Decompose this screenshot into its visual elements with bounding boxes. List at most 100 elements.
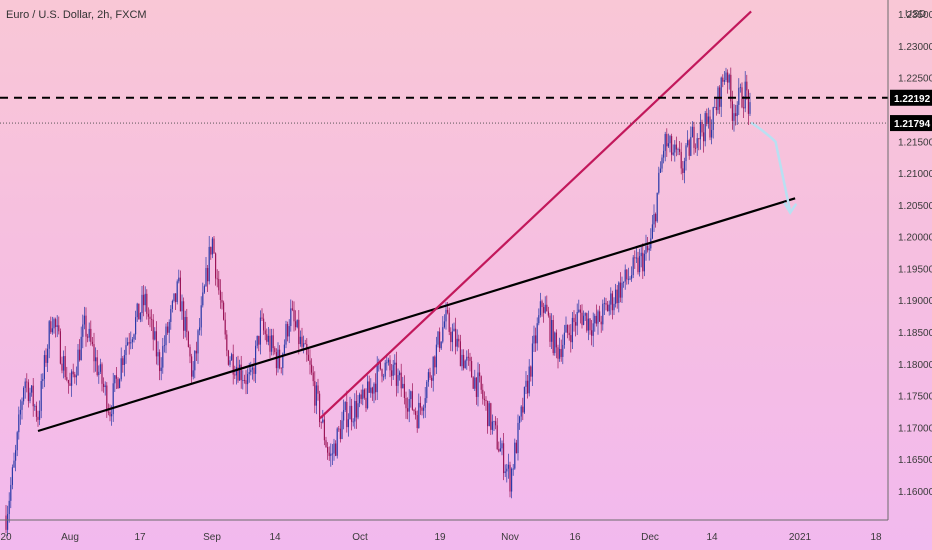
candle-body (533, 335, 535, 344)
candle-body (330, 453, 332, 456)
candle-body (5, 515, 7, 530)
candle-body (448, 312, 450, 332)
candle-body (624, 269, 626, 282)
candle-body (59, 331, 61, 364)
candle-body (253, 367, 255, 374)
candle-body (47, 348, 49, 363)
candle-body (586, 313, 588, 331)
candle-body (599, 311, 601, 322)
candle-body (618, 282, 620, 303)
candle-body (293, 309, 295, 322)
candle-body (690, 136, 692, 156)
candle-body (167, 326, 169, 333)
support-trendline[interactable] (37, 197, 796, 433)
candle-body (592, 323, 594, 336)
candle-body (208, 246, 210, 282)
candle-body (557, 347, 559, 359)
candle-body (467, 356, 469, 358)
candle-body (530, 366, 532, 377)
candle-body (695, 147, 697, 149)
currency-label[interactable]: USD (905, 9, 926, 20)
candle-body (445, 309, 447, 322)
candle-body (482, 389, 484, 399)
candle-body (21, 401, 23, 410)
y-tick-label: 1.16500 (898, 455, 932, 466)
candle-body (171, 301, 173, 309)
candle-body (287, 324, 289, 337)
candle-body (432, 356, 434, 381)
candle-body (186, 316, 188, 332)
y-tick-label: 1.20000 (898, 233, 932, 244)
candle-body (711, 129, 713, 138)
candle-body (234, 374, 236, 376)
candle-body (461, 354, 463, 367)
x-tick-label: Nov (501, 532, 519, 543)
candle-body (429, 372, 431, 378)
candle-body (463, 354, 465, 369)
candle-body (379, 361, 381, 370)
candle-body (303, 343, 305, 347)
candle-body (42, 379, 44, 381)
candle-body (199, 327, 201, 331)
x-axis[interactable]: 20 Aug 17 Sep 14 Oct 19 Nov 16 Dec 14 2021 18 (0, 519, 888, 543)
candle-body (571, 317, 573, 343)
candle-body (387, 359, 389, 363)
candle-body (272, 335, 274, 349)
candle-body (314, 381, 316, 406)
candle-body (7, 514, 9, 530)
candle-body (360, 394, 362, 399)
candle-body (663, 150, 665, 158)
candle-body (194, 350, 196, 371)
candle-body (322, 419, 324, 423)
candle-body (411, 391, 413, 410)
candle-body (658, 172, 660, 193)
y-tick-label: 1.17000 (898, 423, 932, 434)
y-tick-label: 1.23500 (898, 10, 932, 21)
candle-body (138, 303, 140, 320)
candle-body (421, 407, 423, 411)
candle-body (159, 352, 161, 372)
candle-body (37, 416, 39, 420)
candle-body (725, 72, 727, 81)
candle-body (535, 335, 537, 344)
candle-body (43, 355, 45, 380)
y-axis[interactable]: 1.23500 1.23000 1.22500 1.21500 1.21000 1.205… (887, 0, 932, 520)
candle-body (543, 307, 545, 313)
candle-body (643, 253, 645, 272)
candle-body (147, 313, 149, 317)
candle-body (747, 90, 749, 114)
candle-body (491, 421, 493, 430)
candle-body (515, 442, 517, 454)
candle-body (139, 313, 141, 320)
x-tick-label: 17 (134, 532, 146, 543)
candle-body (615, 289, 617, 304)
candle-body (98, 371, 100, 376)
x-tick-label: Oct (352, 532, 368, 543)
x-tick-label: 18 (870, 532, 882, 543)
candle-body (517, 422, 519, 454)
candle-body (544, 304, 546, 313)
candle-body (346, 402, 348, 428)
candle-body (623, 281, 625, 283)
projection-path[interactable] (750, 121, 792, 212)
candle-body (23, 387, 25, 402)
price-tag (890, 115, 932, 132)
candle-body (714, 107, 716, 108)
candle-body (191, 356, 193, 377)
candle-body (75, 375, 77, 378)
candle-body (600, 321, 602, 325)
rising-wedge-trendline[interactable] (319, 10, 752, 420)
candle-body (469, 357, 471, 362)
candle-body (507, 464, 509, 469)
candle-body (416, 415, 418, 429)
candle-body (493, 421, 495, 423)
candle-body (74, 374, 76, 378)
candle-body (539, 301, 541, 316)
candle-body (367, 381, 369, 409)
candle-body (427, 372, 429, 382)
y-tick-label: 1.21500 (898, 137, 932, 148)
candle-body (77, 349, 79, 376)
candle-body (661, 157, 663, 169)
candle-body (112, 383, 114, 415)
